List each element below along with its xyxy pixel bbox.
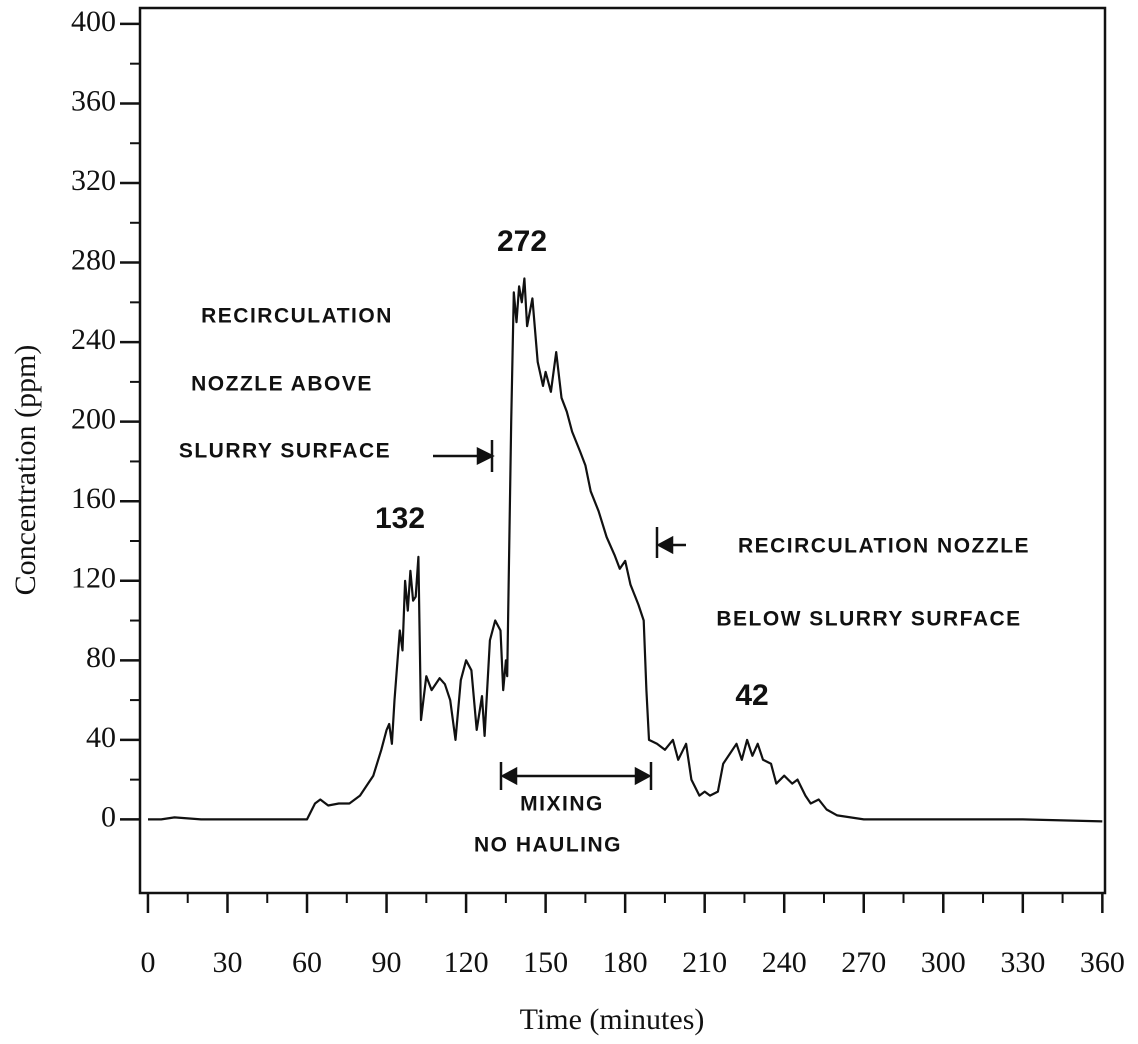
y-tick-label: 160 bbox=[71, 482, 116, 515]
annotation: MIXING bbox=[520, 793, 604, 816]
y-tick-label: 0 bbox=[101, 800, 116, 833]
annotation: NOZZLE ABOVE bbox=[191, 373, 373, 396]
y-tick-label: 320 bbox=[71, 164, 116, 197]
plot-frame bbox=[138, 6, 1107, 895]
annotation: RECIRCULATION bbox=[201, 305, 393, 328]
x-tick-label: 150 bbox=[523, 946, 568, 979]
annotation: 42 bbox=[735, 679, 768, 712]
y-tick-label: 200 bbox=[71, 403, 116, 436]
x-tick-label: 180 bbox=[603, 946, 648, 979]
annotation: RECIRCULATION NOZZLE bbox=[738, 535, 1030, 558]
annotation: NO HAULING bbox=[474, 834, 622, 857]
y-tick-label: 80 bbox=[86, 641, 116, 674]
x-tick-label: 300 bbox=[921, 946, 966, 979]
x-tick-label: 330 bbox=[1000, 946, 1045, 979]
y-tick-label: 400 bbox=[71, 5, 116, 38]
x-tick-label: 30 bbox=[212, 946, 242, 979]
x-axis-label: Time (minutes) bbox=[520, 1003, 705, 1036]
annotation: BELOW SLURRY SURFACE bbox=[716, 608, 1021, 631]
x-tick-label: 270 bbox=[841, 946, 886, 979]
y-tick-label: 120 bbox=[71, 562, 116, 595]
arrows bbox=[433, 440, 686, 790]
x-tick-label: 210 bbox=[682, 946, 727, 979]
y-axis-label: Concentration (ppm) bbox=[9, 345, 42, 596]
y-tick-label: 240 bbox=[71, 323, 116, 356]
x-tick-label: 0 bbox=[140, 946, 155, 979]
x-tick-label: 240 bbox=[762, 946, 807, 979]
y-tick-label: 360 bbox=[71, 84, 116, 117]
annotation: 272 bbox=[497, 225, 547, 258]
y-tick-label: 280 bbox=[71, 243, 116, 276]
x-tick-label: 360 bbox=[1080, 946, 1125, 979]
y-tick-label: 40 bbox=[86, 721, 116, 754]
x-tick-label: 60 bbox=[292, 946, 322, 979]
x-tick-label: 90 bbox=[372, 946, 402, 979]
data-line bbox=[148, 277, 1103, 823]
annotation: SLURRY SURFACE bbox=[179, 440, 391, 463]
annotation: 132 bbox=[375, 502, 425, 535]
x-tick-label: 120 bbox=[444, 946, 489, 979]
